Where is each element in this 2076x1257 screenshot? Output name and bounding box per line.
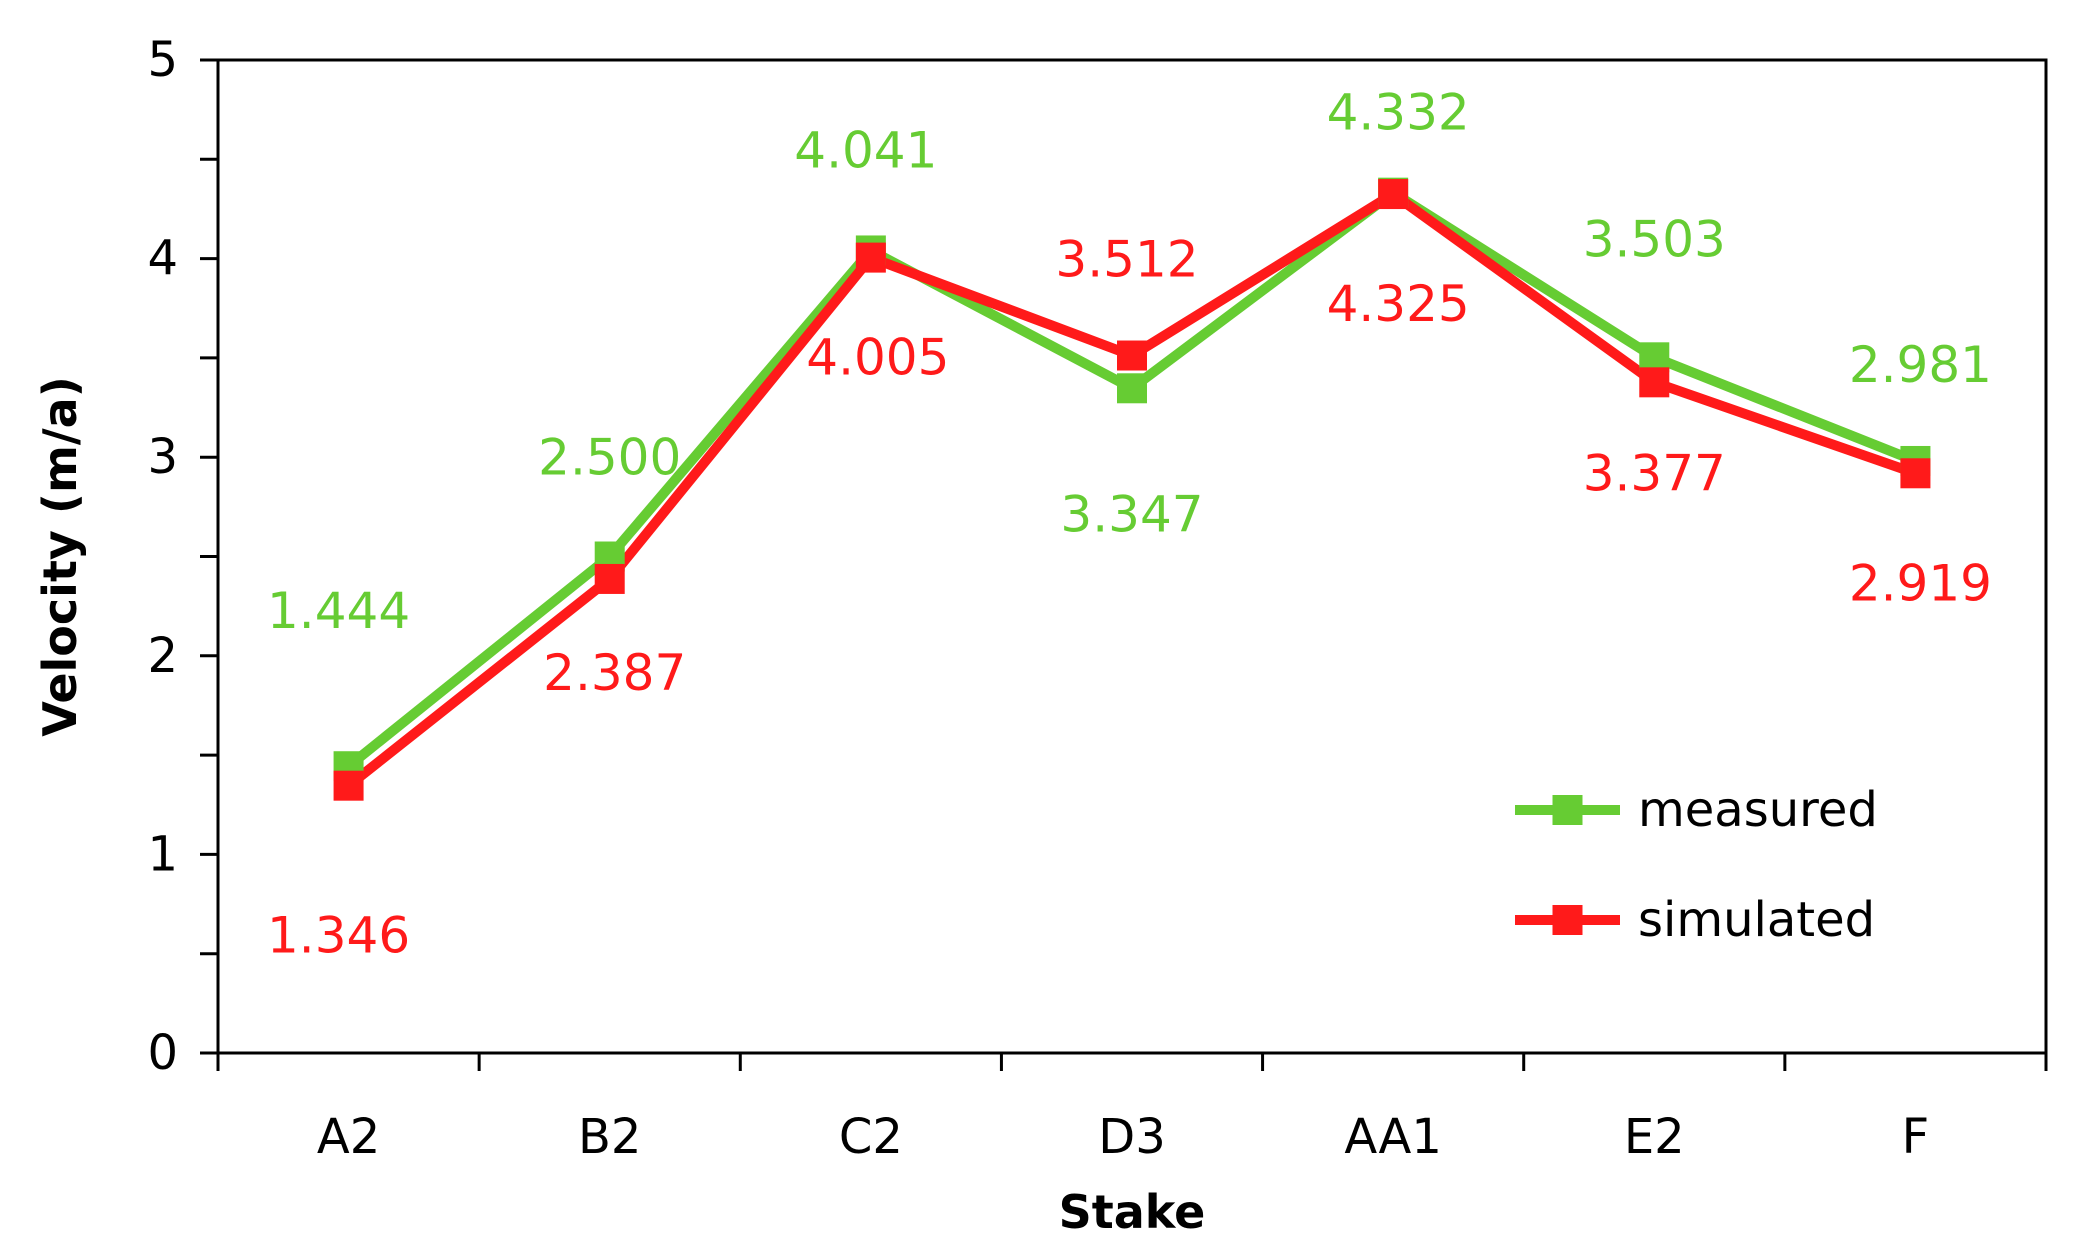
data-label-measured: 3.347 <box>1060 485 1203 543</box>
data-point-simulated <box>333 770 364 801</box>
data-label-simulated: 1.346 <box>267 907 410 965</box>
y-tick-label: 2 <box>147 628 178 684</box>
y-tick-label: 4 <box>147 231 178 287</box>
data-label-measured: 3.503 <box>1583 210 1726 268</box>
x-tick-label: B2 <box>578 1109 641 1165</box>
data-point-measured <box>1639 342 1670 373</box>
y-tick-label: 3 <box>147 429 178 485</box>
x-tick-label: E2 <box>1624 1109 1685 1165</box>
legend-label-simulated: simulated <box>1638 892 1875 948</box>
data-point-measured <box>1117 373 1147 404</box>
legend-swatch-marker <box>1552 795 1583 825</box>
data-label-simulated: 3.377 <box>1583 444 1726 502</box>
data-label-simulated: 4.325 <box>1327 275 1470 333</box>
x-axis-title: Stake <box>1059 1185 1206 1239</box>
y-tick-label: 1 <box>147 826 178 882</box>
legend: measured simulated <box>1515 782 1878 948</box>
data-point-simulated <box>594 563 625 594</box>
data-point-simulated <box>855 242 886 273</box>
y-axis-title: Velocity (m/a) <box>33 376 87 737</box>
y-tick-label: 0 <box>147 1025 178 1081</box>
data-label-measured: 4.332 <box>1327 84 1470 142</box>
data-label-measured: 1.444 <box>267 582 410 640</box>
data-label-measured: 4.041 <box>794 121 937 179</box>
legend-label-measured: measured <box>1638 782 1878 838</box>
data-label-simulated: 2.387 <box>543 644 686 702</box>
series-lines <box>333 177 1931 801</box>
data-label-simulated: 2.919 <box>1849 554 1992 612</box>
data-label-simulated: 4.005 <box>806 329 949 387</box>
data-label-measured: 2.981 <box>1849 336 1992 394</box>
data-point-simulated <box>1900 458 1931 489</box>
y-tick-label: 5 <box>147 32 178 88</box>
data-point-simulated <box>1378 179 1409 210</box>
data-labels: 1.444 2.500 4.041 3.347 4.332 3.503 2.981 1.346… <box>267 84 1992 965</box>
x-tick-label: D3 <box>1098 1109 1166 1165</box>
data-point-simulated <box>1117 340 1147 371</box>
x-tick-label: A2 <box>317 1109 380 1165</box>
x-tick-label: AA1 <box>1344 1109 1442 1165</box>
x-tick-label: C2 <box>839 1109 903 1165</box>
data-label-simulated: 3.512 <box>1055 231 1198 289</box>
legend-swatch-marker <box>1552 905 1583 935</box>
x-tick-label: F <box>1902 1109 1930 1165</box>
axes: 0 1 2 3 4 5 A2 B2 C2 D3 AA1 E2 F <box>147 32 2048 1165</box>
data-label-measured: 2.500 <box>538 429 681 487</box>
data-point-simulated <box>1639 367 1670 398</box>
